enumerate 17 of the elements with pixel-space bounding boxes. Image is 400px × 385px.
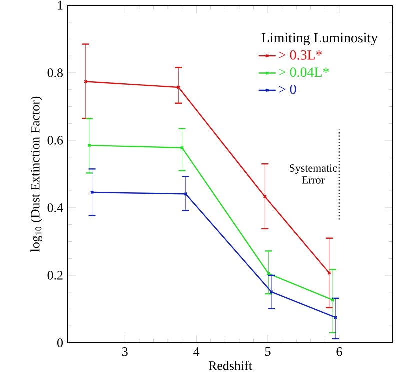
annotation: Systematic Error: [290, 164, 338, 184]
x-tick-label: 6: [336, 348, 342, 356]
y-tick-label: 1: [58, 1, 63, 10]
x-tick-label: 3: [122, 348, 128, 356]
legend-label: > 0: [279, 84, 296, 94]
legend-label: > 0.04L*: [279, 68, 330, 78]
y-tick-label: 0.2: [48, 271, 63, 280]
y-axis-title: log$_{10}$ (Dust Extinction Factor): [30, 96, 42, 252]
legend-label: > 0.3L*: [279, 50, 322, 60]
y-tick-label: 0: [58, 338, 63, 348]
x-tick-label: 4: [194, 348, 200, 356]
y-tick-label: 0.6: [48, 136, 64, 145]
x-tick-label: 5: [266, 348, 271, 356]
y-tick-label: 0.4: [48, 204, 64, 212]
x-axis-title: Redshift: [208, 361, 252, 370]
y-tick-label: 0.8: [48, 68, 63, 78]
legend-title: Limiting Luminosity: [262, 33, 378, 46]
